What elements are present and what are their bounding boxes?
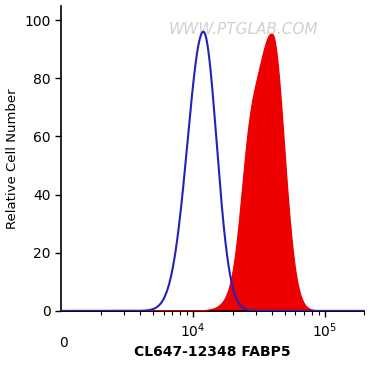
Text: WWW.PTGLAB.COM: WWW.PTGLAB.COM bbox=[168, 23, 318, 38]
Y-axis label: Relative Cell Number: Relative Cell Number bbox=[6, 88, 18, 228]
X-axis label: CL647-12348 FABP5: CL647-12348 FABP5 bbox=[134, 345, 291, 360]
Text: 0: 0 bbox=[59, 335, 68, 350]
